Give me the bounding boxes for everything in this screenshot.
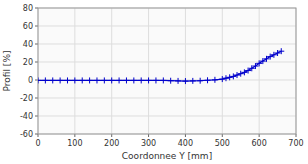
marker <box>182 78 188 84</box>
x-grid-line <box>74 8 75 134</box>
x-grid-line <box>185 8 186 134</box>
marker <box>205 77 211 83</box>
marker <box>234 72 240 78</box>
marker <box>238 71 244 77</box>
y-tick-label: 80 <box>23 4 33 13</box>
marker <box>72 77 78 83</box>
y-tick-label: 60 <box>23 22 33 31</box>
y-axis-label: Profil [%] <box>2 51 12 92</box>
marker <box>212 77 218 83</box>
marker <box>175 78 181 84</box>
x-tick-label: 0 <box>35 139 40 148</box>
marker <box>227 74 233 80</box>
marker <box>116 77 122 83</box>
x-tick-label: 300 <box>141 139 156 148</box>
y-tick-label: -40 <box>20 112 33 121</box>
marker <box>38 77 41 83</box>
line <box>38 51 281 81</box>
grid <box>38 8 296 134</box>
x-tick-label: 700 <box>288 139 303 148</box>
marker <box>146 77 152 83</box>
marker <box>79 77 85 83</box>
marker <box>138 77 144 83</box>
marker <box>160 77 166 83</box>
marker <box>278 48 284 54</box>
y-grid-line <box>38 98 296 99</box>
marker <box>64 77 70 83</box>
series <box>38 48 284 84</box>
plot-frame <box>38 8 296 134</box>
marker <box>223 75 229 81</box>
marker <box>252 63 258 69</box>
plot-area <box>38 8 296 134</box>
y-grid-line <box>38 44 296 45</box>
x-grid-line <box>259 8 260 134</box>
marker <box>109 77 115 83</box>
marker <box>123 77 129 83</box>
marker <box>197 78 203 84</box>
x-tick-label: 500 <box>215 139 230 148</box>
marker <box>219 76 225 82</box>
x-tick-label: 600 <box>252 139 267 148</box>
marker <box>57 77 63 83</box>
x-tick-label: 200 <box>104 139 119 148</box>
marker <box>87 77 93 83</box>
y-tick-label: 20 <box>23 58 33 67</box>
chart-svg: 0 100 200 300 400 500 600 700 -60 -40 -20 0 20 40 60 80… <box>0 0 308 164</box>
x-tick-label: 400 <box>178 139 193 148</box>
y-tick-label: 40 <box>23 40 33 49</box>
x-grid-line <box>148 8 149 134</box>
marker <box>230 73 236 79</box>
marker <box>50 77 56 83</box>
x-grid-line <box>222 8 223 134</box>
marker <box>42 77 48 83</box>
axes: 0 100 200 300 400 500 600 700 -60 -40 -20 0 20 40 60 80… <box>2 4 304 161</box>
marker <box>168 78 174 84</box>
x-grid-line <box>111 8 112 134</box>
marker <box>101 77 107 83</box>
x-axis-label: Coordonnee Y [mm] <box>122 151 212 161</box>
chart-container: 0 100 200 300 400 500 600 700 -60 -40 -20 0 20 40 60 80… <box>0 0 308 164</box>
x-tick-label: 100 <box>67 139 82 148</box>
y-tick-label: 0 <box>28 76 33 85</box>
marker <box>190 78 196 84</box>
marker <box>153 77 159 83</box>
marker <box>94 77 100 83</box>
y-grid-line <box>38 26 296 27</box>
y-tick-label: -20 <box>20 94 33 103</box>
y-grid-line <box>38 62 296 63</box>
marker <box>131 77 137 83</box>
y-grid-line <box>38 116 296 117</box>
y-tick-label: -60 <box>20 130 33 139</box>
